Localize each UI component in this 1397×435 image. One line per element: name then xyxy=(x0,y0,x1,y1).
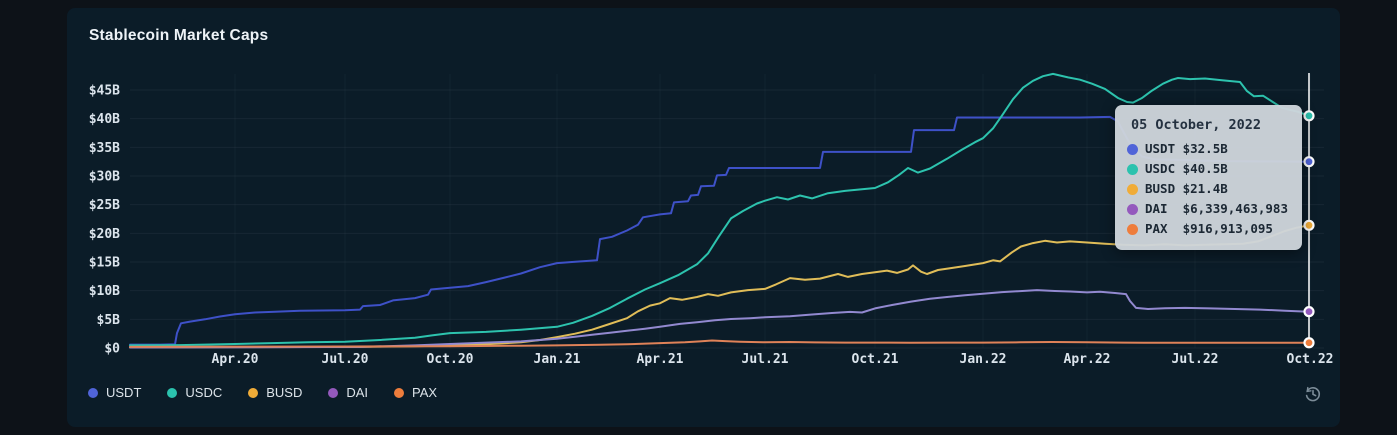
x-axis-tick-label: Jul.21 xyxy=(742,352,789,367)
legend-dot-icon xyxy=(88,387,98,398)
x-axis-tick-label: Apr.22 xyxy=(1064,352,1111,367)
tooltip-series-value: $32.5B xyxy=(1182,141,1228,156)
y-axis-tick-label: $15B xyxy=(89,256,120,271)
tooltip-row-usdt: USDT $32.5B xyxy=(1127,139,1288,159)
legend-label: USDT xyxy=(106,385,142,400)
y-axis-tick-label: $0 xyxy=(104,342,120,357)
tooltip-row-usdc: USDC $40.5B xyxy=(1127,159,1288,179)
legend-dot-icon xyxy=(328,387,339,398)
y-axis-tick-label: $5B xyxy=(97,313,121,328)
tooltip-series-value: $21.4B xyxy=(1182,181,1228,196)
series-dot-icon xyxy=(1127,163,1138,175)
chart-panel: Stablecoin Market Caps $45B $40B $35B $30B $… xyxy=(67,8,1340,427)
legend-item-busd[interactable]: BUSD xyxy=(248,385,302,400)
series-line-dai xyxy=(129,289,1310,349)
legend-item-pax[interactable]: PAX xyxy=(394,385,437,400)
legend-dot-icon xyxy=(394,387,405,398)
y-axis-tick-label: $20B xyxy=(89,227,120,242)
tooltip-series-value: $40.5B xyxy=(1182,161,1228,176)
y-axis-tick-label: $35B xyxy=(89,141,120,156)
chart-legend: USDT USDC BUSD DAI PAX xyxy=(88,385,437,400)
tooltip-series-label: DAI xyxy=(1145,201,1168,216)
tooltip-series-label: BUSD xyxy=(1145,181,1176,196)
x-axis-tick-label: Apr.21 xyxy=(637,352,684,367)
legend-label: USDC xyxy=(185,385,223,400)
chart-title: Stablecoin Market Caps xyxy=(89,27,269,44)
x-axis-tick-label: Oct.21 xyxy=(852,352,899,367)
y-axis-tick-label: $40B xyxy=(89,112,120,127)
crosshair-marker-pax xyxy=(1303,337,1315,349)
x-axis-tick-label: Oct.22 xyxy=(1287,352,1334,367)
y-axis-tick-label: $30B xyxy=(89,170,120,185)
x-axis-tick-label: Jul.22 xyxy=(1172,352,1219,367)
series-line-usdt xyxy=(129,115,1310,346)
tooltip-series-label: PAX xyxy=(1145,221,1168,236)
tooltip-series-label: USDT xyxy=(1145,141,1176,156)
legend-item-usdc[interactable]: USDC xyxy=(167,385,222,400)
legend-label: BUSD xyxy=(266,385,303,400)
x-axis-tick-label: Jul.20 xyxy=(322,352,369,367)
x-axis-tick-label: Oct.20 xyxy=(427,352,474,367)
tooltip-series-value: $6,339,463,983 xyxy=(1182,201,1288,216)
series-dot-icon xyxy=(1127,183,1138,195)
tooltip-row-pax: PAX $916,913,095 xyxy=(1127,219,1288,239)
legend-label: DAI xyxy=(346,385,369,400)
tooltip-row-busd: BUSD $21.4B xyxy=(1127,179,1288,199)
crosshair-marker-usdc xyxy=(1303,110,1315,122)
series-line-pax xyxy=(129,339,1310,348)
y-axis-tick-label: $10B xyxy=(89,284,120,299)
y-axis-tick-label: $25B xyxy=(89,198,120,213)
crosshair-marker-busd xyxy=(1303,219,1315,231)
x-axis-tick-label: Apr.20 xyxy=(212,352,259,367)
tooltip-series-value: $916,913,095 xyxy=(1182,221,1273,236)
series-dot-icon xyxy=(1127,143,1138,155)
y-axis-tick-label: $45B xyxy=(89,84,120,99)
x-axis-tick-label: Jan.22 xyxy=(960,352,1007,367)
chart-tooltip: 05 October, 2022 USDT $32.5B USDC $40.5B BUS… xyxy=(1115,105,1302,250)
series-dot-icon xyxy=(1127,223,1138,235)
x-axis-tick-label: Jan.21 xyxy=(534,352,581,367)
crosshair-marker-usdt xyxy=(1303,156,1315,168)
legend-dot-icon xyxy=(248,387,259,398)
legend-item-usdt[interactable]: USDT xyxy=(88,385,141,400)
series-dot-icon xyxy=(1127,203,1138,215)
legend-dot-icon xyxy=(167,387,178,398)
legend-label: PAX xyxy=(412,385,438,400)
history-icon[interactable] xyxy=(1303,384,1323,404)
tooltip-date: 05 October, 2022 xyxy=(1131,117,1262,133)
series-line-usdc xyxy=(129,72,1310,347)
legend-item-dai[interactable]: DAI xyxy=(328,385,368,400)
crosshair-marker-dai xyxy=(1303,306,1315,318)
tooltip-row-dai: DAI $6,339,463,983 xyxy=(1127,199,1288,219)
tooltip-series-label: USDC xyxy=(1145,161,1176,176)
